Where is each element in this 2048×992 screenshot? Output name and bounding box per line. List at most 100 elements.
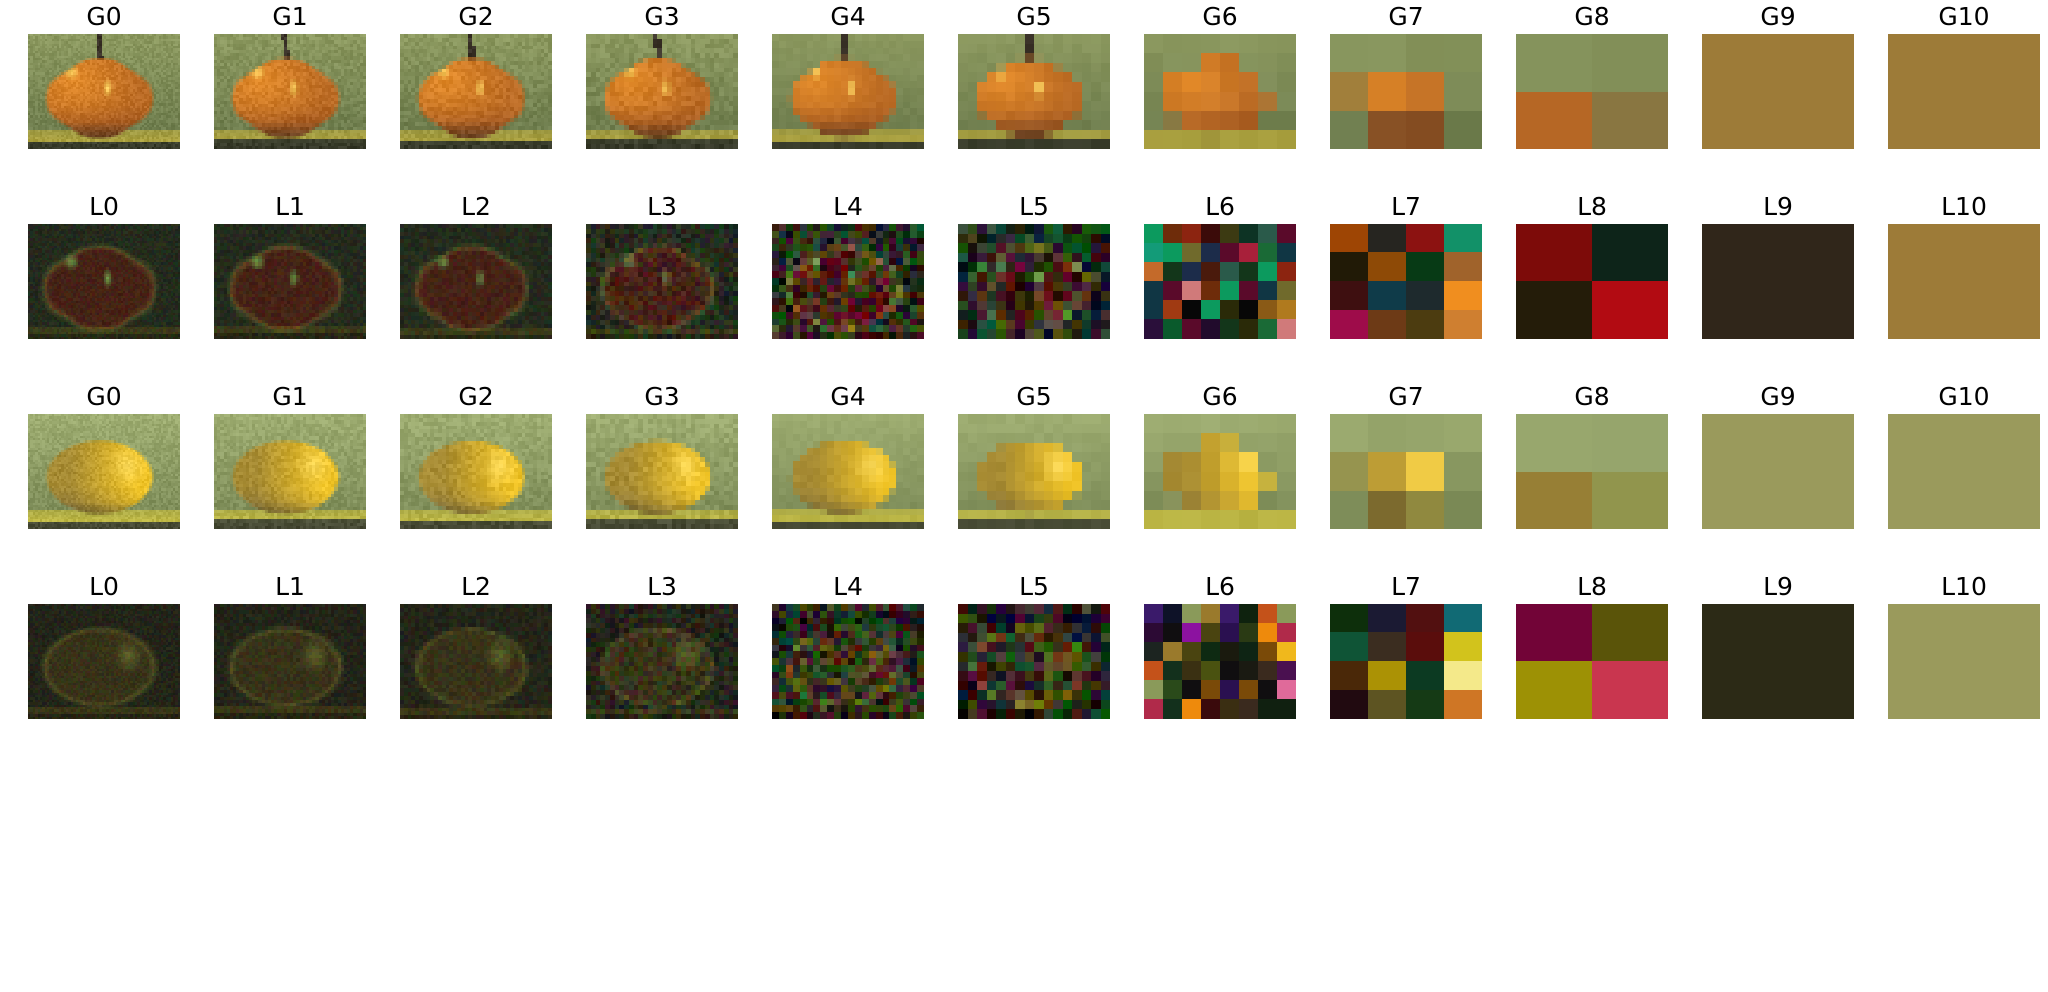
level-label: L0 [89,192,119,221]
level-label: G3 [644,382,680,411]
level-label: G9 [1760,2,1796,31]
level-image-laplacian-l8 [1516,224,1668,339]
level-image-laplacian-l6 [1144,604,1296,719]
pyramid-cell-apple-laplacian-l8: L8 [1516,190,1668,353]
level-image-gaussian-g6 [1144,34,1296,149]
pyramid-cell-apple-laplacian-l3: L3 [586,190,738,353]
level-image-gaussian-g2 [400,414,552,529]
level-label: L5 [1019,572,1049,601]
level-label: G1 [272,2,308,31]
level-label: L6 [1205,572,1235,601]
pyramid-cell-apple-laplacian-l6: L6 [1144,190,1296,353]
pyramid-cell-orange-laplacian-l10: L10 [1888,570,2040,733]
level-label: L6 [1205,192,1235,221]
level-label: G7 [1388,2,1424,31]
pyramid-cell-apple-gaussian-g2: G2 [400,0,552,163]
level-image-gaussian-g9 [1702,34,1854,149]
pyramid-cell-apple-gaussian-g7: G7 [1330,0,1482,163]
pyramid-cell-orange-laplacian-l9: L9 [1702,570,1854,733]
level-image-gaussian-g4 [772,414,924,529]
level-image-gaussian-g6 [1144,414,1296,529]
pyramid-cell-apple-gaussian-g6: G6 [1144,0,1296,163]
level-label: G3 [644,2,680,31]
level-label: G6 [1202,382,1238,411]
pyramid-cell-apple-laplacian-l5: L5 [958,190,1110,353]
level-label: G10 [1938,382,1990,411]
level-image-laplacian-l2 [400,604,552,719]
pyramid-cell-apple-laplacian-l0: L0 [28,190,180,353]
level-label: G0 [86,2,122,31]
level-label: L8 [1577,192,1607,221]
level-image-laplacian-l1 [214,224,366,339]
pyramid-row-apple-gaussian: G0 G1 G2 G3 G4 G5 G6 G7 G8 G9 G10 [0,0,2048,186]
pyramid-row-apple-laplacian: L0 L1 L2 L3 L4 L5 L6 L7 L8 L9 L10 [0,190,2048,376]
level-image-laplacian-l5 [958,604,1110,719]
level-image-gaussian-g7 [1330,414,1482,529]
level-label: L7 [1391,192,1421,221]
pyramid-cell-orange-laplacian-l2: L2 [400,570,552,733]
pyramid-cell-apple-gaussian-g1: G1 [214,0,366,163]
level-label: L10 [1941,192,1987,221]
level-image-gaussian-g10 [1888,414,2040,529]
pyramid-row-orange-laplacian: L0 L1 L2 L3 L4 L5 L6 L7 L8 L9 L10 [0,570,2048,756]
level-label: G0 [86,382,122,411]
pyramid-cell-orange-gaussian-g1: G1 [214,380,366,543]
level-label: G5 [1016,2,1052,31]
level-image-laplacian-l8 [1516,604,1668,719]
level-image-gaussian-g10 [1888,34,2040,149]
level-image-gaussian-g3 [586,34,738,149]
level-label: L2 [461,572,491,601]
pyramid-cell-apple-gaussian-g4: G4 [772,0,924,163]
pyramid-cell-orange-laplacian-l6: L6 [1144,570,1296,733]
level-image-laplacian-l9 [1702,604,1854,719]
pyramid-cell-orange-laplacian-l3: L3 [586,570,738,733]
level-image-laplacian-l5 [958,224,1110,339]
level-image-gaussian-g8 [1516,34,1668,149]
pyramid-cell-apple-laplacian-l10: L10 [1888,190,2040,353]
level-label: L8 [1577,572,1607,601]
pyramid-cell-apple-laplacian-l1: L1 [214,190,366,353]
level-image-laplacian-l9 [1702,224,1854,339]
level-image-gaussian-g5 [958,34,1110,149]
level-image-gaussian-g5 [958,414,1110,529]
level-label: G8 [1574,2,1610,31]
level-label: L10 [1941,572,1987,601]
level-image-laplacian-l3 [586,224,738,339]
pyramid-cell-orange-laplacian-l4: L4 [772,570,924,733]
pyramid-cell-apple-gaussian-g8: G8 [1516,0,1668,163]
pyramid-cell-orange-gaussian-g10: G10 [1888,380,2040,543]
pyramid-cell-orange-laplacian-l0: L0 [28,570,180,733]
level-image-gaussian-g1 [214,34,366,149]
level-image-gaussian-g1 [214,414,366,529]
pyramid-cell-orange-laplacian-l8: L8 [1516,570,1668,733]
level-image-gaussian-g9 [1702,414,1854,529]
level-image-gaussian-g2 [400,34,552,149]
pyramid-cell-orange-gaussian-g0: G0 [28,380,180,543]
level-label: L9 [1763,572,1793,601]
level-image-gaussian-g8 [1516,414,1668,529]
level-label: G9 [1760,382,1796,411]
level-label: L5 [1019,192,1049,221]
level-image-gaussian-g7 [1330,34,1482,149]
pyramid-cell-orange-laplacian-l7: L7 [1330,570,1482,733]
level-image-laplacian-l4 [772,224,924,339]
level-label: L3 [647,572,677,601]
level-image-laplacian-l7 [1330,224,1482,339]
level-label: G2 [458,382,494,411]
level-label: G7 [1388,382,1424,411]
pyramid-cell-orange-gaussian-g5: G5 [958,380,1110,543]
level-label: L9 [1763,192,1793,221]
level-label: G10 [1938,2,1990,31]
level-image-laplacian-l0 [28,604,180,719]
pyramid-cell-apple-gaussian-g5: G5 [958,0,1110,163]
level-label: L0 [89,572,119,601]
pyramid-cell-orange-gaussian-g9: G9 [1702,380,1854,543]
level-label: L1 [275,572,305,601]
level-label: G2 [458,2,494,31]
level-label: L4 [833,192,863,221]
level-image-gaussian-g0 [28,414,180,529]
level-image-laplacian-l0 [28,224,180,339]
level-label: G8 [1574,382,1610,411]
level-label: L4 [833,572,863,601]
